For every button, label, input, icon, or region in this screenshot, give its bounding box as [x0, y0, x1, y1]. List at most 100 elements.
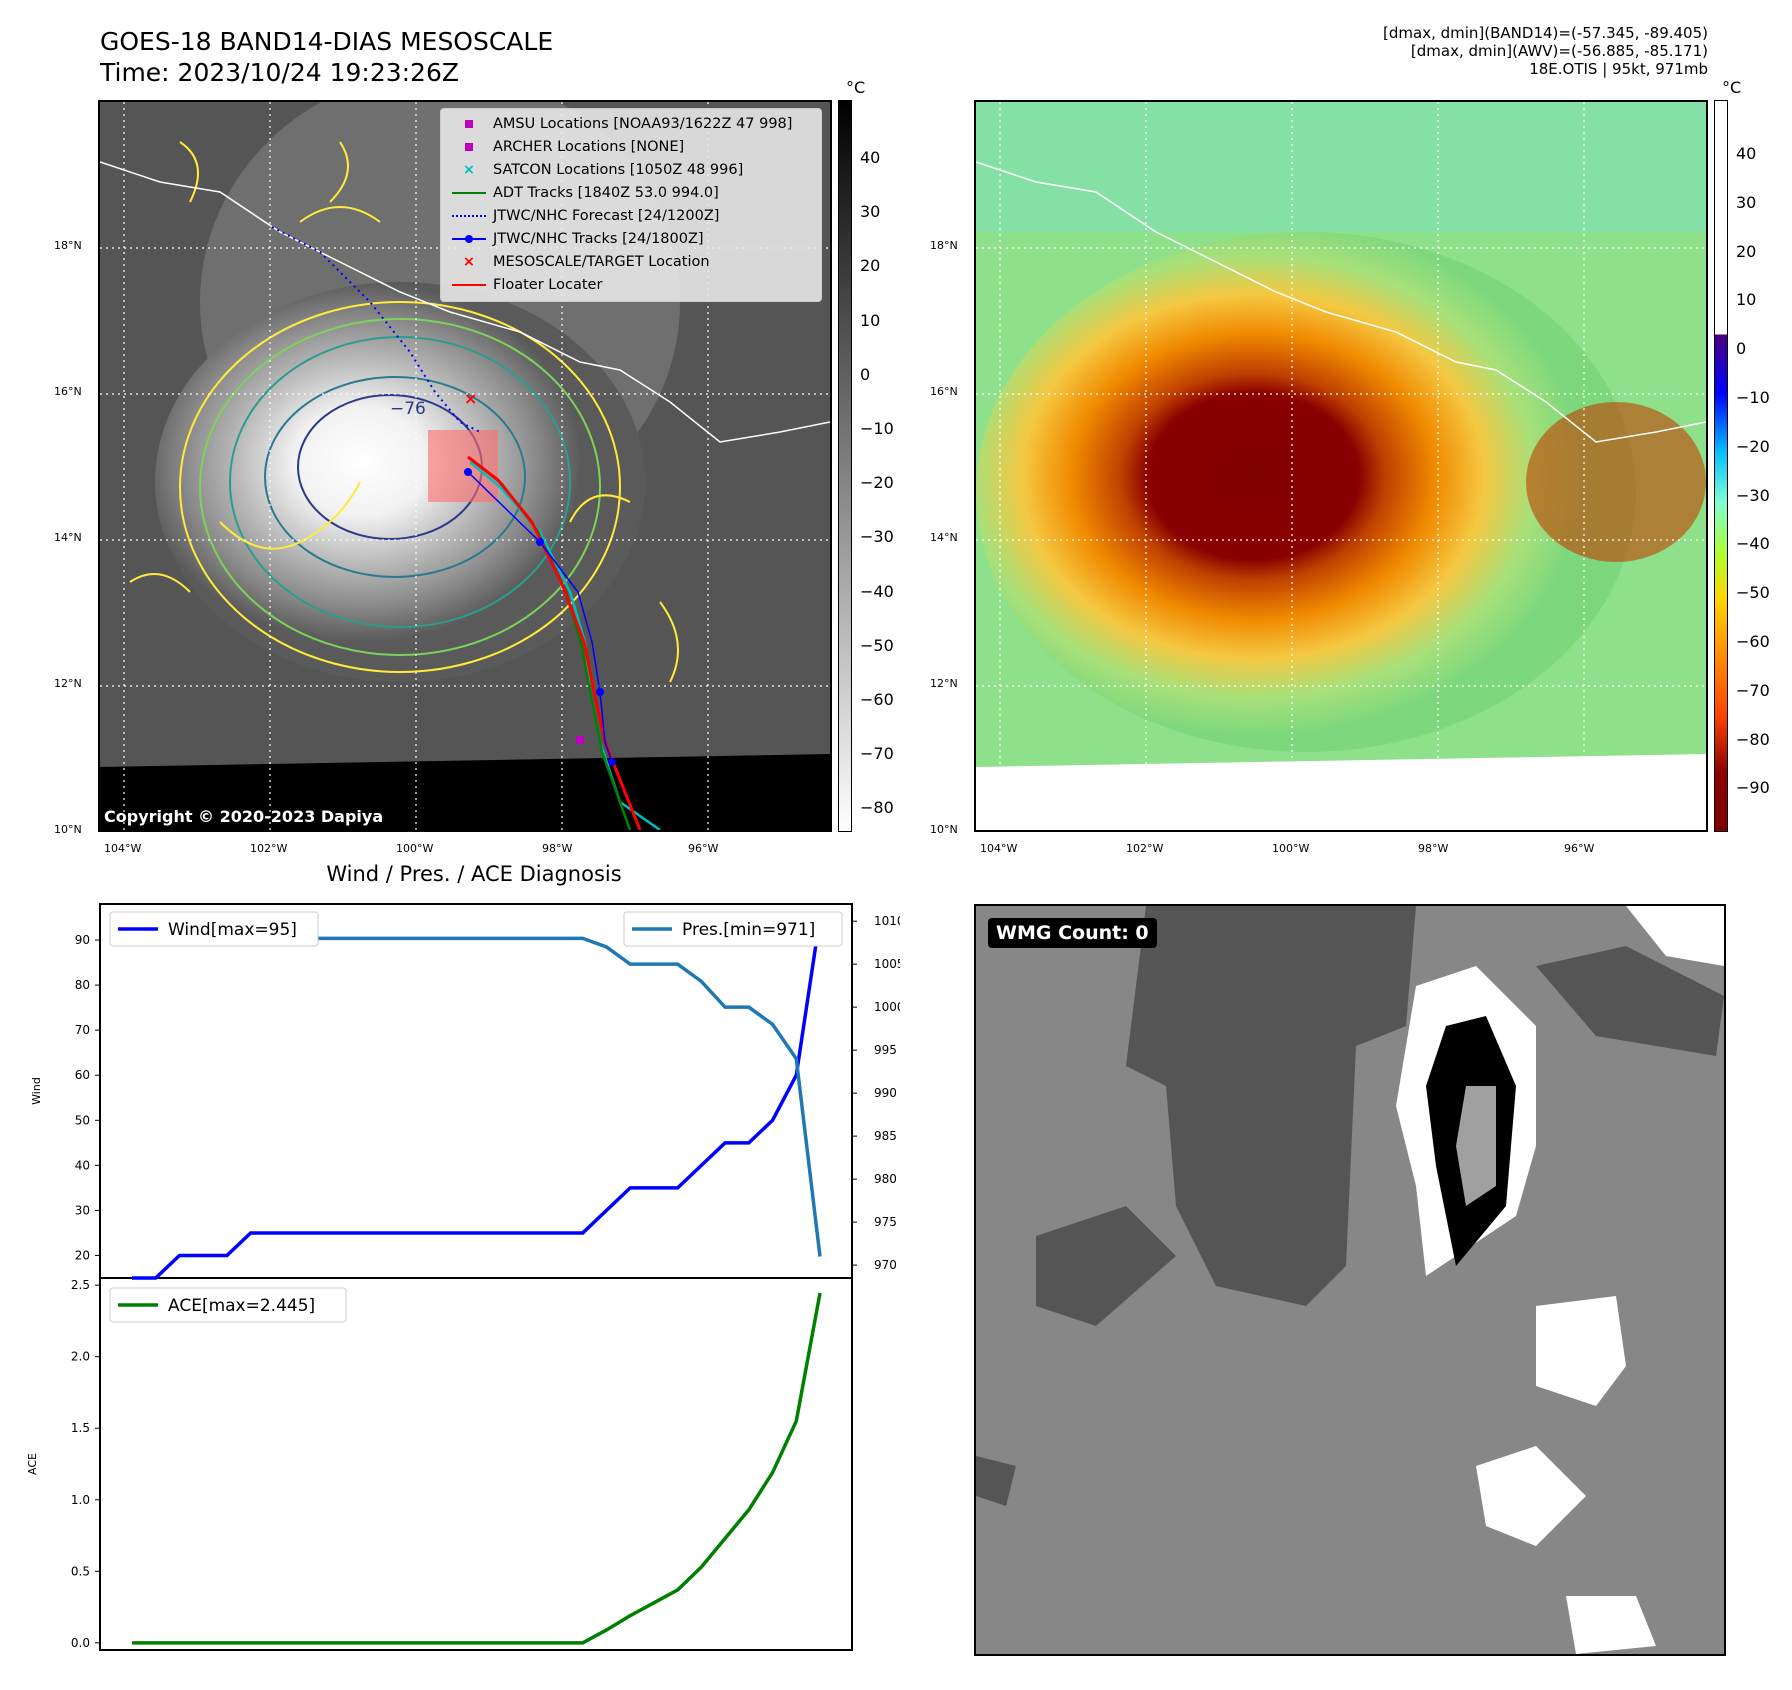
wind-tick-label: 90 [75, 933, 90, 947]
lon-label: 96°W [1564, 842, 1595, 855]
lon-label: 96°W [688, 842, 719, 855]
legend-item: × MESOSCALE/TARGET Location [441, 251, 819, 273]
ace-tick-label: 2.0 [71, 1350, 90, 1364]
colorbar-right [1714, 100, 1728, 832]
legend-item: Floater Locater [441, 274, 819, 296]
colorbar-tick: −40 [860, 581, 894, 601]
legend-marker: × [462, 162, 476, 178]
colorbar-tick: −50 [1736, 583, 1770, 603]
lon-label: 98°W [1418, 842, 1449, 855]
wind-tick-label: 30 [75, 1203, 90, 1217]
wmg-imagery [976, 906, 1724, 1654]
pressure-tick-label: 1000 [874, 1000, 900, 1014]
lat-label: 10°N [930, 823, 958, 836]
wind-series-line [132, 917, 822, 1280]
pressure-legend-label: Pres.[min=971] [682, 920, 815, 940]
colorbar-tick: 20 [1736, 241, 1757, 261]
colorbar-tick: 40 [1736, 144, 1757, 163]
wind-legend-box [109, 911, 319, 947]
ace-tick-label: 1.0 [71, 1493, 90, 1507]
colorbar-tick: 30 [860, 202, 881, 222]
pressure-tick-label: 995 [874, 1043, 897, 1057]
lat-label: 18°N [54, 239, 82, 252]
svg-text:×: × [464, 389, 477, 408]
wind-axis-label: Wind [30, 1077, 43, 1105]
legend-marker: × [462, 254, 476, 270]
colorbar-tick: −30 [860, 527, 894, 547]
storm-info: [dmax, dmin](BAND14)=(-57.345, -89.405) … [1108, 24, 1708, 78]
map-legend: AMSU Locations [NOAA93/1622Z 47 998] ARCH… [440, 108, 822, 302]
pressure-tick-label: 975 [874, 1215, 897, 1229]
title-line-2: Time: 2023/10/24 19:23:26Z [100, 58, 459, 87]
lon-label: 104°W [980, 842, 1018, 855]
figure-title: GOES-18 BAND14-DIAS MESOSCALE Time: 2023… [100, 26, 553, 88]
lon-label: 100°W [1272, 842, 1310, 855]
ace-tick-label: 1.5 [71, 1421, 90, 1435]
wind-tick-label: 80 [75, 978, 90, 992]
legend-label: JTWC/NHC Tracks [24/1800Z] [493, 231, 704, 247]
colorbar-tick: 10 [1736, 290, 1757, 310]
pressure-tick-label: 1010 [874, 914, 900, 928]
legend-marker [451, 136, 487, 158]
legend-item: ARCHER Locations [NONE] [441, 136, 819, 158]
colorbar-tick: −20 [860, 473, 894, 493]
wind-tick-label: 20 [75, 1248, 90, 1262]
ace-legend-box [109, 1287, 347, 1323]
legend-item: × SATCON Locations [1050Z 48 996] [441, 159, 819, 181]
wmg-count-badge: WMG Count: 0 [988, 918, 1157, 948]
legend-marker [451, 205, 487, 227]
legend-marker [451, 274, 487, 296]
colorbar-tick: 10 [860, 310, 881, 330]
wind-tick-label: 50 [75, 1113, 90, 1127]
lat-label: 16°N [930, 385, 958, 398]
colorbar-tick: −10 [860, 419, 894, 438]
pressure-tick-label: 980 [874, 1172, 897, 1186]
info-line-3: 18E.OTIS | 95kt, 971mb [1529, 60, 1708, 78]
info-line-2: [dmax, dmin](AWV)=(-56.885, -85.171) [1410, 42, 1708, 60]
legend-label: MESOSCALE/TARGET Location [493, 254, 710, 270]
lat-label: 18°N [930, 239, 958, 252]
colorbar-tick: −20 [1736, 436, 1770, 456]
legend-label: Floater Locater [493, 277, 603, 293]
lat-label: 10°N [54, 823, 82, 836]
pressure-tick-label: 970 [874, 1258, 897, 1272]
ir-satellite-map: × −76 AMSU Locations [NOAA93/1622Z 47 99… [98, 100, 832, 832]
lon-label: 102°W [250, 842, 288, 855]
legend-marker [451, 228, 487, 250]
ace-tick-label: 2.5 [71, 1278, 90, 1292]
lon-label: 102°W [1126, 842, 1164, 855]
wmg-panel: WMG Count: 0 [974, 904, 1726, 1656]
ace-series-line [132, 1292, 822, 1645]
colorbar-tick: −70 [860, 744, 894, 764]
pressure-tick-label: 985 [874, 1129, 897, 1143]
lat-label: 14°N [54, 531, 82, 544]
pressure-tick-label: 990 [874, 1086, 897, 1100]
colorbar-tick: −90 [1736, 778, 1770, 798]
pressure-series-line [132, 919, 822, 1257]
colorbar-tick: −50 [860, 635, 894, 655]
legend-item: JTWC/NHC Tracks [24/1800Z] [441, 228, 819, 250]
floater-track [467, 455, 642, 830]
colorbar-tick: −30 [1736, 485, 1770, 505]
lat-label: 12°N [54, 677, 82, 690]
colorbar-tick: −70 [1736, 680, 1770, 700]
copyright-text: Copyright © 2020-2023 Dapiya [104, 807, 384, 826]
colorbar-tick: −40 [1736, 534, 1770, 554]
lon-label: 98°W [542, 842, 573, 855]
legend-item: JTWC/NHC Forecast [24/1200Z] [441, 205, 819, 227]
colorbar-tick: −80 [860, 798, 894, 818]
pressure-tick-label: 1005 [874, 957, 900, 971]
colorbar-tick: 20 [860, 256, 881, 276]
colorbar-tick: 40 [860, 148, 881, 167]
legend-label: JTWC/NHC Forecast [24/1200Z] [493, 208, 720, 224]
wind-tick-label: 60 [75, 1068, 90, 1082]
wind-legend-label: Wind[max=95] [168, 920, 297, 940]
colorbar-tick: −60 [860, 690, 894, 709]
lon-label: 100°W [396, 842, 434, 855]
ace-legend-label: ACE[max=2.445] [168, 1296, 315, 1316]
awv-imagery [976, 102, 1706, 830]
legend-label: SATCON Locations [1050Z 48 996] [493, 162, 744, 178]
legend-item: AMSU Locations [NOAA93/1622Z 47 998] [441, 113, 819, 135]
contour-label: −76 [390, 399, 426, 419]
forecast-track [271, 226, 481, 433]
